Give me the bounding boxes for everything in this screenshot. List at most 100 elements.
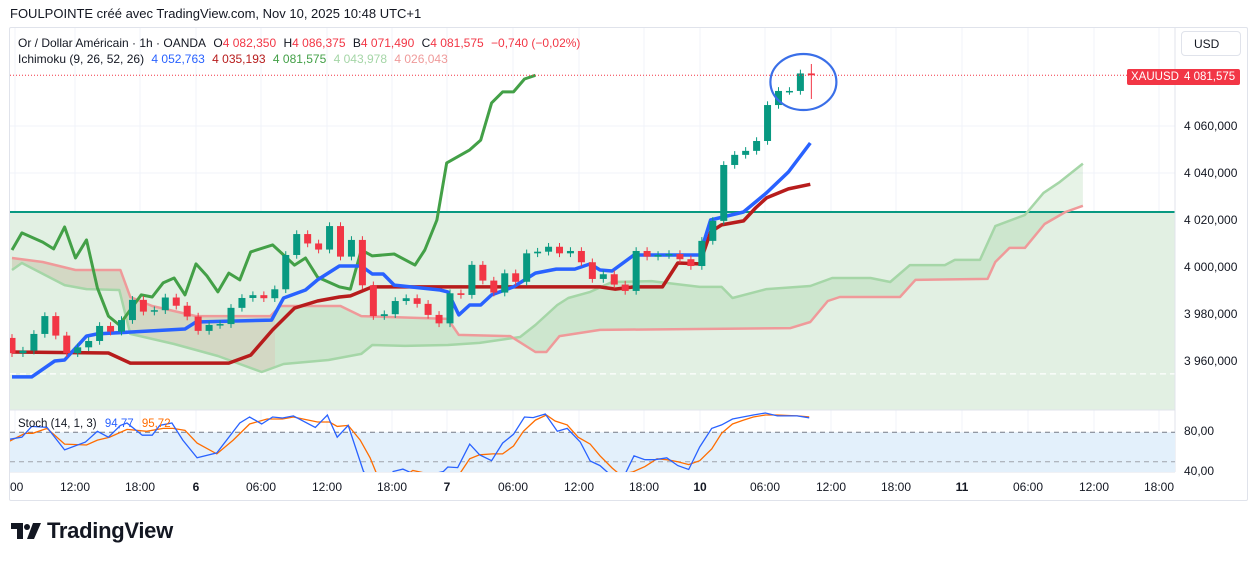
candle	[293, 230, 301, 259]
candle	[632, 247, 640, 295]
stoch-tick-label: 80,00	[1184, 424, 1215, 439]
candle-body	[621, 284, 629, 291]
stoch-legend: Stoch (14, 1, 3) 94,77 95,72	[18, 418, 176, 430]
candle	[807, 63, 815, 99]
stoch-k-value: 94,77	[104, 418, 134, 430]
candle	[227, 304, 235, 328]
candle-body	[337, 226, 344, 257]
stochastic-pane	[10, 412, 1175, 472]
candle-body	[479, 264, 487, 281]
candle	[457, 289, 465, 299]
candle-body	[676, 254, 684, 260]
candle-body	[315, 243, 323, 250]
ichimoku-name[interactable]: Ichimoku (9, 26, 52, 26)	[18, 52, 145, 66]
low-value: 4 071,490	[360, 36, 415, 50]
price-tick-label: 3 980,000	[1184, 306, 1238, 321]
candle-body	[227, 307, 235, 325]
symbol-label[interactable]: Or / Dollar Américain · 1h · OANDA	[18, 36, 207, 50]
stoch-d-value: 95,72	[141, 418, 171, 430]
candle	[610, 270, 618, 289]
candle-body	[599, 274, 607, 279]
low-label: B	[352, 36, 361, 50]
candle-body	[468, 264, 476, 295]
symbol-price-badge: XAUUSD	[1127, 69, 1183, 85]
currency-button[interactable]: USD	[1181, 31, 1241, 56]
candle-body	[63, 335, 71, 354]
candle	[96, 322, 104, 345]
candle	[753, 137, 761, 155]
candle	[161, 293, 169, 314]
candle	[205, 321, 213, 335]
candle-body	[698, 240, 706, 267]
candle-body	[238, 297, 246, 308]
candle	[139, 296, 147, 316]
candle	[534, 247, 542, 258]
kijun-value: 4 035,193	[212, 52, 266, 66]
chart-frame	[9, 27, 1248, 501]
candle	[85, 337, 93, 352]
candle-body	[52, 316, 60, 336]
candle	[687, 255, 695, 270]
candle	[194, 312, 202, 335]
support-zone-rectangle[interactable]	[10, 211, 1175, 410]
candle	[490, 276, 498, 297]
candle	[731, 151, 739, 169]
candle	[577, 247, 585, 267]
candle-body	[643, 250, 651, 257]
candle	[304, 230, 312, 248]
candle	[599, 270, 607, 283]
candle	[643, 247, 651, 261]
time-tick-label: 00	[10, 480, 24, 494]
high-label: H	[283, 36, 293, 50]
candle	[107, 322, 115, 336]
candle-body	[785, 90, 793, 93]
candle-body	[293, 234, 301, 255]
high-value: 4 086,375	[292, 36, 346, 50]
candle	[216, 320, 224, 329]
candle-body	[413, 298, 421, 304]
stoch-name[interactable]: Stoch (14, 1, 3)	[18, 418, 97, 430]
snapshot-title: FOULPOINTE créé avec TradingView.com, No…	[10, 6, 422, 21]
candle	[271, 285, 279, 302]
candle	[621, 280, 629, 295]
highlight-ellipse[interactable]	[769, 52, 838, 112]
candle-body	[150, 310, 158, 312]
candle-body	[556, 246, 563, 254]
stoch-k-line	[10, 412, 810, 472]
time-tick-label: 06:00	[1012, 480, 1044, 494]
time-tick-label: 18:00	[376, 480, 408, 494]
time-tick-label: 11	[955, 480, 969, 494]
candle-body	[731, 154, 739, 165]
candle-body	[435, 314, 443, 324]
time-tick-label: 12:00	[563, 480, 595, 494]
candle	[63, 331, 71, 357]
candle-body	[610, 274, 618, 285]
candle-body	[96, 325, 104, 341]
candle	[785, 87, 793, 95]
price-tick-label: 4 060,000	[1184, 118, 1238, 133]
candle	[720, 161, 728, 225]
candle-body	[161, 297, 169, 311]
candle-body	[118, 320, 125, 332]
candle-body	[216, 324, 224, 326]
candle-body	[19, 350, 27, 354]
time-tick-label: 18:00	[628, 480, 660, 494]
candle	[446, 289, 454, 328]
last-price-badge: 4 081,575	[1179, 69, 1241, 85]
candle	[358, 236, 366, 290]
candle	[19, 346, 27, 357]
candle	[74, 343, 82, 357]
tradingview-logo[interactable]: TradingView	[11, 518, 173, 544]
senkou-b-value: 4 026,043	[394, 52, 448, 66]
kijun-line	[11, 182, 811, 365]
candle-body	[326, 226, 334, 250]
candle-body	[577, 250, 585, 263]
candle-body	[523, 253, 531, 282]
candle-body	[742, 150, 750, 155]
candle	[512, 269, 520, 286]
candle	[10, 334, 16, 357]
candle-body	[282, 254, 290, 290]
candle-body	[358, 239, 366, 286]
candle	[30, 330, 38, 355]
